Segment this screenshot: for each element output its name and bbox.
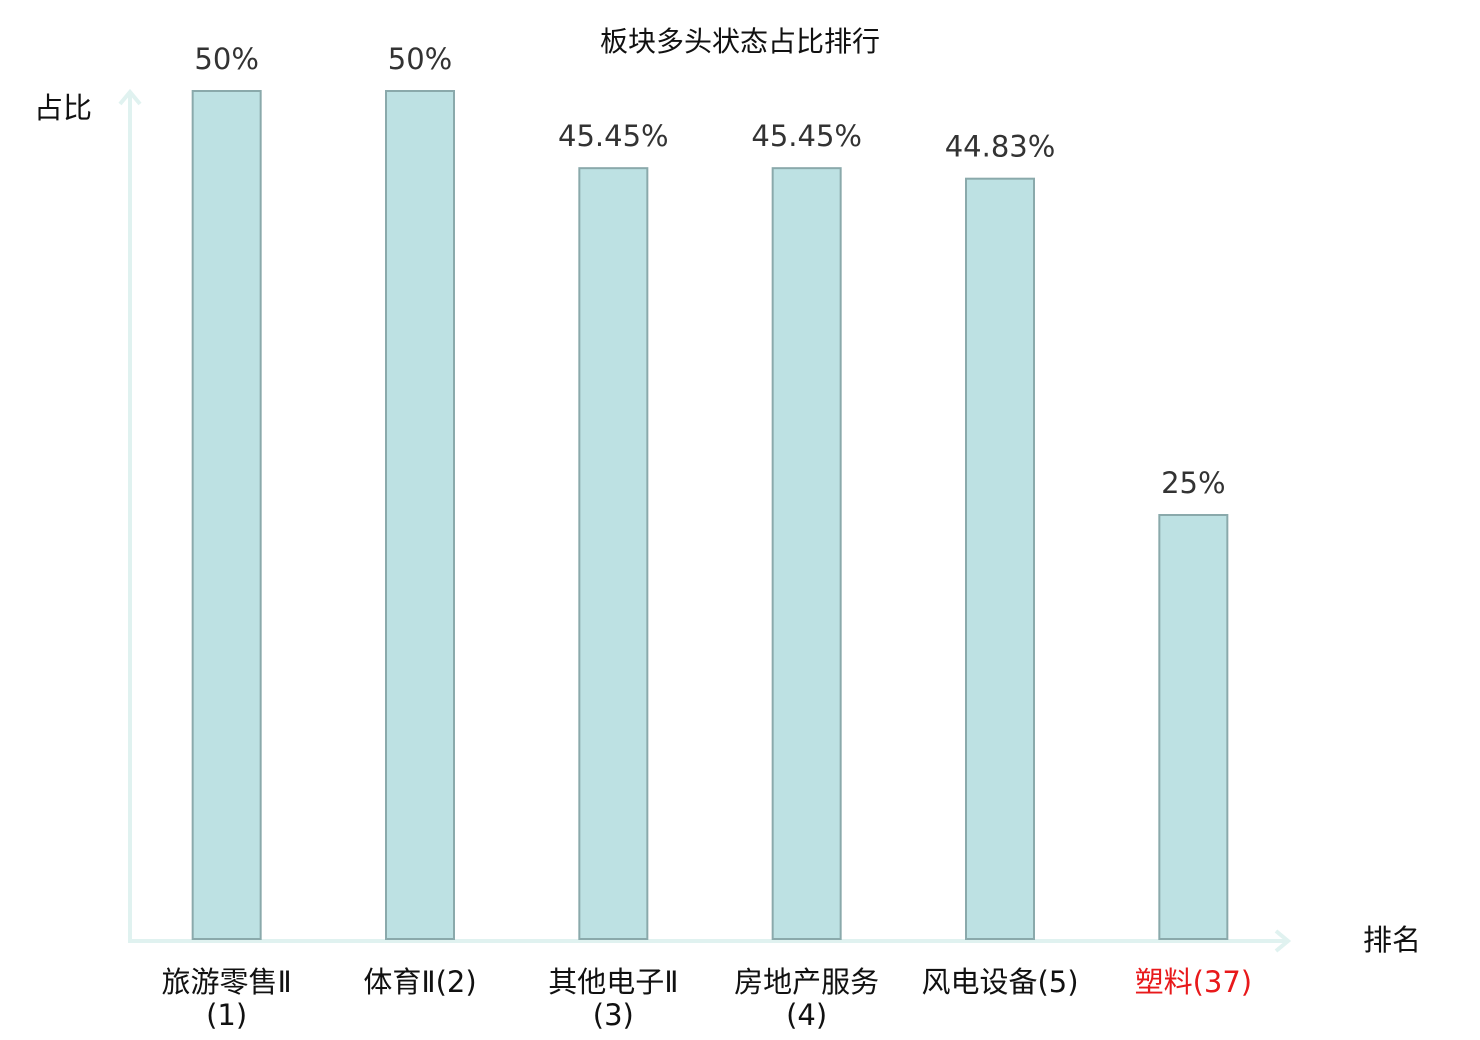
value-label: 45.45% <box>751 119 862 153</box>
value-label: 44.83% <box>945 130 1056 164</box>
value-label: 25% <box>1161 466 1225 500</box>
value-label: 45.45% <box>558 119 669 153</box>
value-label: 50% <box>194 42 258 76</box>
x-tick-label: 塑料(37) <box>1134 965 1253 999</box>
x-axis-arrow <box>1274 929 1292 953</box>
bar <box>771 167 842 940</box>
chart-title: 板块多头状态占比排行 <box>600 25 880 58</box>
x-tick-label: 体育Ⅱ(2) <box>363 965 477 999</box>
x-axis-label: 排名 <box>1363 923 1421 957</box>
bar <box>965 177 1035 940</box>
value-label: 50% <box>388 42 452 76</box>
y-axis-label: 占比 <box>34 91 92 125</box>
y-axis-arrow <box>118 88 142 106</box>
bar <box>1158 514 1229 940</box>
x-tick-label: 风电设备(5) <box>921 965 1079 999</box>
x-tick-label: 其他电子Ⅱ(3) <box>548 965 679 1032</box>
bar <box>385 90 455 940</box>
bar <box>578 167 649 940</box>
x-tick-label: 旅游零售Ⅱ(1) <box>161 965 292 1032</box>
bar <box>191 90 262 940</box>
x-tick-label: 房地产服务(4) <box>734 965 880 1032</box>
axes <box>118 88 1292 953</box>
